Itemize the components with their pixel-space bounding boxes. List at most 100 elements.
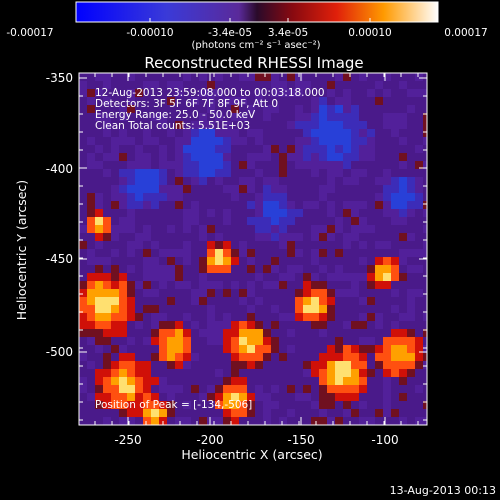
image-pixel <box>111 401 119 409</box>
image-pixel <box>159 353 167 361</box>
image-pixel <box>143 185 151 193</box>
image-pixel <box>151 329 159 337</box>
image-pixel <box>335 353 343 361</box>
image-pixel <box>311 137 319 145</box>
image-pixel <box>143 265 151 273</box>
image-pixel <box>183 209 191 217</box>
image-pixel <box>231 393 239 401</box>
image-pixel <box>127 313 135 321</box>
image-pixel <box>95 225 103 233</box>
image-pixel <box>303 297 311 305</box>
image-pixel <box>399 81 407 89</box>
image-pixel <box>223 265 231 273</box>
image-pixel <box>175 281 183 289</box>
image-pixel <box>191 137 199 145</box>
image-pixel <box>335 137 343 145</box>
image-pixel <box>263 177 271 185</box>
image-pixel <box>119 321 127 329</box>
image-pixel <box>247 281 255 289</box>
image-pixel <box>143 161 151 169</box>
image-pixel <box>223 121 231 129</box>
colorbar-tick-label: 0.00010 <box>348 27 391 39</box>
image-pixel <box>119 201 127 209</box>
image-pixel <box>327 385 335 393</box>
image-pixel <box>167 393 175 401</box>
image-pixel <box>159 193 167 201</box>
image-pixel <box>351 345 359 353</box>
image-pixel <box>143 177 151 185</box>
image-pixel <box>335 273 343 281</box>
image-pixel <box>135 193 143 201</box>
image-pixel <box>335 153 343 161</box>
image-pixel <box>119 137 127 145</box>
image-pixel <box>255 209 263 217</box>
image-pixel <box>175 353 183 361</box>
image-pixel <box>247 257 255 265</box>
image-pixel <box>375 361 383 369</box>
image-pixel <box>359 369 367 377</box>
image-pixel <box>183 281 191 289</box>
image-pixel <box>159 385 167 393</box>
image-pixel <box>327 289 335 297</box>
image-pixel <box>119 345 127 353</box>
image-pixel <box>391 177 399 185</box>
image-pixel <box>87 225 95 233</box>
image-pixel <box>87 329 95 337</box>
image-pixel <box>135 401 143 409</box>
image-pixel <box>119 369 127 377</box>
image-pixel <box>415 73 423 81</box>
y-tick-label: -500 <box>46 345 73 359</box>
image-pixel <box>175 89 183 97</box>
image-pixel <box>111 369 119 377</box>
image-pixel <box>343 393 351 401</box>
image-pixel <box>191 321 199 329</box>
image-pixel <box>287 201 295 209</box>
image-pixel <box>95 217 103 225</box>
image-pixel <box>199 89 207 97</box>
colorbar-tick-label: -0.00010 <box>126 27 173 39</box>
image-pixel <box>119 385 127 393</box>
image-pixel <box>375 201 383 209</box>
image-pixel <box>399 217 407 225</box>
image-pixel <box>319 97 327 105</box>
image-pixel <box>143 273 151 281</box>
image-pixel <box>95 73 103 81</box>
image-pixel <box>271 345 279 353</box>
image-pixel <box>127 337 135 345</box>
image-pixel <box>351 217 359 225</box>
image-pixel <box>327 361 335 369</box>
image-pixel <box>327 305 335 313</box>
image-pixel <box>351 169 359 177</box>
image-pixel <box>399 273 407 281</box>
x-axis-label: Heliocentric X (arcsec) <box>181 447 322 462</box>
image-pixel <box>95 273 103 281</box>
image-pixel <box>255 393 263 401</box>
image-pixel <box>407 193 415 201</box>
image-pixel <box>383 209 391 217</box>
image-pixel <box>119 129 127 137</box>
image-pixel <box>223 249 231 257</box>
image-pixel <box>415 145 423 153</box>
image-pixel <box>79 377 87 385</box>
image-pixel <box>351 233 359 241</box>
peak-position-label: Position of Peak = [-134,-506] <box>95 399 252 411</box>
image-pixel <box>87 153 95 161</box>
image-pixel <box>103 169 111 177</box>
image-pixel <box>247 217 255 225</box>
image-pixel <box>295 113 303 121</box>
image-pixel <box>351 201 359 209</box>
image-pixel <box>343 177 351 185</box>
image-pixel <box>359 353 367 361</box>
image-pixel <box>159 177 167 185</box>
image-pixel <box>351 369 359 377</box>
image-pixel <box>375 281 383 289</box>
image-pixel <box>207 393 215 401</box>
image-pixel <box>311 361 319 369</box>
image-pixel <box>311 201 319 209</box>
image-pixel <box>327 121 335 129</box>
colorbar-tick-label: 3.4e-05 <box>268 27 308 39</box>
image-pixel <box>383 89 391 97</box>
image-pixel <box>279 201 287 209</box>
image-pixel <box>247 129 255 137</box>
image-pixel <box>119 225 127 233</box>
